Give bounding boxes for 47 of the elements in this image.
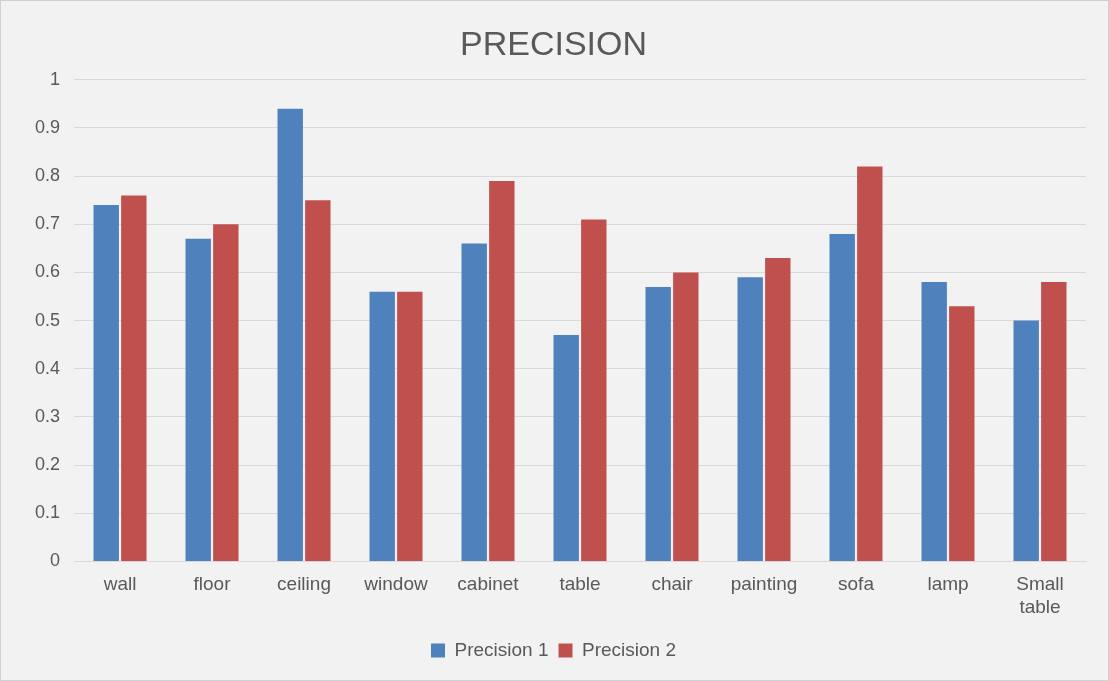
bar [213, 224, 239, 561]
bar [461, 243, 487, 561]
bar [949, 306, 975, 561]
y-tick-label: 0.4 [34, 357, 61, 378]
bar [765, 257, 791, 561]
bar [1041, 282, 1067, 561]
x-tick-label: painting [730, 573, 798, 595]
bar [673, 272, 699, 561]
y-tick-label: 0.5 [34, 309, 61, 330]
bar [737, 277, 763, 561]
bar [829, 233, 855, 561]
legend-label: Precision 2 [582, 638, 676, 660]
bar [489, 180, 515, 561]
y-tick-label: 0.9 [34, 116, 61, 137]
bar [121, 195, 147, 561]
bar [1013, 320, 1039, 561]
y-tick-label: 0 [50, 550, 61, 571]
bar [553, 335, 579, 561]
y-tick-label: 0.6 [34, 261, 61, 282]
x-tick-label: ceiling [277, 573, 331, 595]
bar [277, 108, 303, 561]
y-tick-label: 0.2 [34, 454, 61, 475]
y-tick-label: 0.8 [34, 165, 61, 186]
x-tick-label: chair [651, 573, 694, 595]
x-tick-label: window [363, 573, 428, 595]
x-tick-label: wall [102, 573, 137, 595]
bar [581, 219, 607, 561]
x-tick-label: table [559, 573, 601, 595]
bar [93, 205, 119, 561]
x-tick-label: floor [193, 573, 232, 595]
x-tick-label: lamp [927, 573, 969, 595]
bar [645, 286, 671, 561]
bar [921, 282, 947, 561]
y-tick-label: 0.1 [34, 502, 61, 523]
y-tick-label: 1 [50, 68, 61, 89]
bar [397, 291, 423, 561]
x-tick-label: cabinet [457, 573, 520, 595]
bar [185, 238, 211, 561]
bar [305, 200, 331, 561]
bar [857, 166, 883, 561]
y-tick-label: 0.3 [34, 405, 61, 426]
bar [369, 291, 395, 561]
chart-title: PRECISION [459, 23, 648, 62]
x-tick-label: sofa [838, 573, 875, 595]
y-tick-label: 0.7 [34, 213, 61, 234]
x-tick-label: Small table [1016, 573, 1064, 617]
legend-label: Precision 1 [454, 638, 549, 660]
